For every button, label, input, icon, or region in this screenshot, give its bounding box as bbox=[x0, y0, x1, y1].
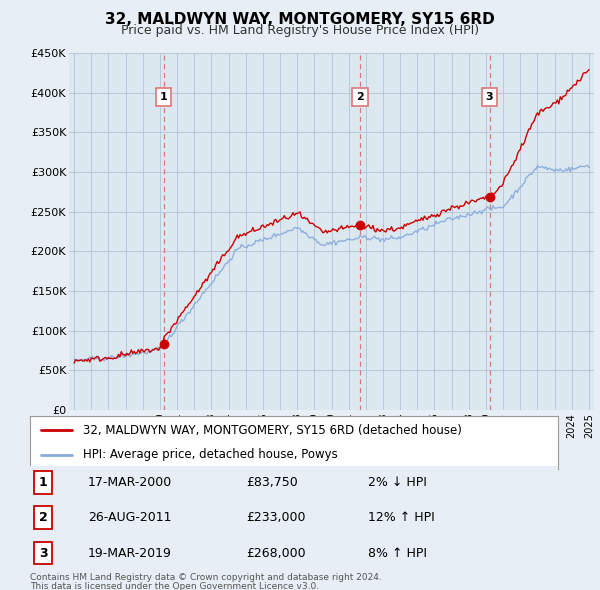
Text: 17-MAR-2000: 17-MAR-2000 bbox=[88, 476, 172, 489]
Text: 8% ↑ HPI: 8% ↑ HPI bbox=[368, 546, 427, 560]
Text: 1: 1 bbox=[39, 476, 47, 489]
Text: 1: 1 bbox=[160, 91, 167, 101]
Text: 3: 3 bbox=[39, 546, 47, 560]
Text: £233,000: £233,000 bbox=[247, 511, 306, 525]
Text: 32, MALDWYN WAY, MONTGOMERY, SY15 6RD: 32, MALDWYN WAY, MONTGOMERY, SY15 6RD bbox=[105, 12, 495, 27]
Text: £83,750: £83,750 bbox=[247, 476, 298, 489]
Text: 19-MAR-2019: 19-MAR-2019 bbox=[88, 546, 172, 560]
Text: Contains HM Land Registry data © Crown copyright and database right 2024.: Contains HM Land Registry data © Crown c… bbox=[30, 573, 382, 582]
Text: 2: 2 bbox=[39, 511, 47, 525]
Text: £268,000: £268,000 bbox=[247, 546, 306, 560]
Text: Price paid vs. HM Land Registry's House Price Index (HPI): Price paid vs. HM Land Registry's House … bbox=[121, 24, 479, 37]
Text: HPI: Average price, detached house, Powys: HPI: Average price, detached house, Powy… bbox=[83, 448, 338, 461]
Text: This data is licensed under the Open Government Licence v3.0.: This data is licensed under the Open Gov… bbox=[30, 582, 319, 590]
Text: 26-AUG-2011: 26-AUG-2011 bbox=[88, 511, 172, 525]
Text: 3: 3 bbox=[486, 91, 493, 101]
Text: 32, MALDWYN WAY, MONTGOMERY, SY15 6RD (detached house): 32, MALDWYN WAY, MONTGOMERY, SY15 6RD (d… bbox=[83, 424, 461, 437]
Text: 12% ↑ HPI: 12% ↑ HPI bbox=[368, 511, 434, 525]
Text: 2: 2 bbox=[356, 91, 364, 101]
Text: 2% ↓ HPI: 2% ↓ HPI bbox=[368, 476, 427, 489]
